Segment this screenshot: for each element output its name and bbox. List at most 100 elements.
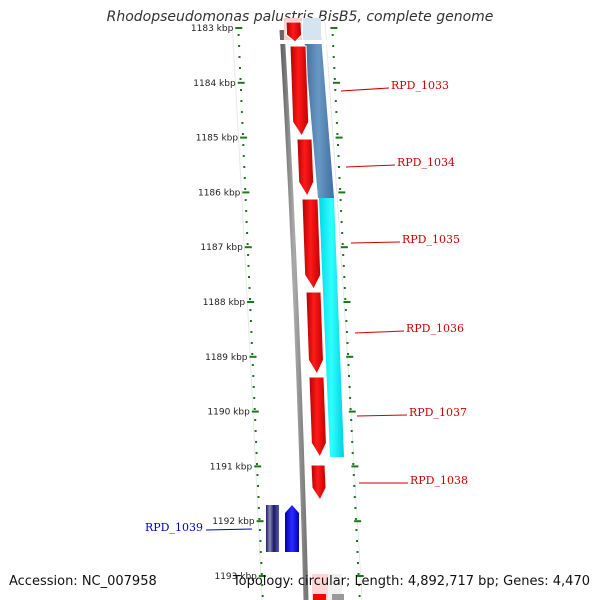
ruler-minor-dot-outer	[348, 375, 350, 377]
ruler-minor-dot	[238, 56, 241, 58]
ruler-minor-dot-outer	[332, 45, 335, 47]
ruler-minor-dot-outer	[345, 320, 348, 322]
ruler-major-tick-outer	[330, 27, 338, 29]
ruler-minor-dot	[252, 375, 255, 377]
ruler-minor-dot	[250, 331, 253, 333]
cds-forward-arrow[interactable]	[296, 138, 315, 198]
bottom-fade-block	[312, 574, 328, 600]
gene-label-leader	[354, 330, 405, 334]
ruler-tick-label: 1190 kbp	[207, 408, 250, 418]
ruler-minor-dot-outer	[341, 232, 344, 234]
ruler-major-tick-outer	[346, 355, 354, 358]
frame-arc-outer	[324, 21, 363, 600]
ruler-minor-dot	[259, 540, 262, 542]
ruler-minor-dot	[257, 485, 259, 487]
ruler-minor-dot-outer	[350, 419, 353, 421]
ruler-minor-dot-outer	[352, 474, 355, 476]
ruler-major-tick-outer	[340, 246, 348, 249]
ruler-major-tick	[244, 246, 252, 249]
gene-label-leader	[345, 164, 396, 168]
ruler-minor-dot-outer	[349, 408, 352, 410]
ruler-major-tick	[254, 465, 262, 468]
ruler-minor-dot-outer	[353, 485, 356, 487]
cds-forward-arrow[interactable]	[305, 291, 324, 376]
ruler-minor-dot-outer	[340, 210, 343, 212]
ruler-tick-label: 1186 kbp	[198, 188, 241, 198]
kbp-ruler: 1183 kbp 1184 kbp 1185 kbp 1186 kbp 1187 kbp…	[191, 24, 364, 597]
ruler-minor-dot-outer	[341, 243, 344, 245]
gene-label[interactable]: RPD_1034	[397, 156, 455, 169]
ruler-minor-dot-outer	[346, 342, 349, 344]
gene-label[interactable]: RPD_1033	[391, 79, 449, 92]
cds-forward-arrow[interactable]	[308, 376, 327, 459]
ruler-tick-label: 1185 kbp	[196, 134, 239, 144]
gene-label[interactable]: RPD_1038	[410, 474, 468, 487]
gene-label-leader	[350, 241, 401, 244]
ruler-minor-dot	[254, 430, 257, 432]
ruler-minor-dot-outer	[334, 89, 337, 91]
ruler-minor-dot-outer	[332, 56, 335, 58]
topology-text: Topology: circular; Length: 4,892,717 bp…	[232, 574, 590, 589]
ruler-minor-dot-outer	[356, 540, 358, 542]
ruler-tick-label: 1187 kbp	[200, 243, 243, 253]
ruler-minor-dot	[248, 276, 250, 278]
gene-label[interactable]: RPD_1039	[145, 521, 203, 534]
ruler-minor-dot-outer	[335, 122, 338, 124]
genome-backbone	[279, 29, 309, 600]
ruler-minor-dot	[253, 397, 256, 399]
ruler-minor-dot	[261, 584, 264, 586]
cds-features	[266, 21, 327, 552]
ruler-minor-dot	[249, 298, 251, 300]
ruler-major-tick	[237, 81, 245, 84]
top-fade-steel	[303, 18, 321, 40]
ruler-minor-dot	[239, 78, 242, 80]
ruler-minor-dot	[241, 122, 244, 124]
cds-forward-arrow[interactable]	[285, 21, 303, 43]
ruler-major-tick	[249, 355, 257, 358]
ruler-tick-label: 1188 kbp	[203, 298, 246, 308]
ruler-major-tick-outer	[356, 575, 364, 577]
gene-label-leader	[356, 414, 408, 417]
bottom-grey-stub	[332, 594, 344, 600]
ruler-minor-dot	[254, 419, 257, 421]
ruler-minor-dot-outer	[356, 551, 359, 553]
cds-reverse-arrow[interactable]	[285, 505, 299, 552]
cds-reverse-block[interactable]	[266, 505, 279, 552]
ruler-minor-dot	[255, 441, 258, 443]
ruler-minor-dot-outer	[351, 452, 354, 454]
cds-forward-arrow[interactable]	[289, 45, 310, 138]
ruler-major-tick	[247, 301, 255, 303]
ruler-minor-dot	[240, 100, 243, 102]
ruler-minor-dot-outer	[338, 166, 340, 168]
map-title: Rhodopseudomonas palustris BisB5, comple…	[106, 9, 494, 25]
cds-forward-arrow[interactable]	[310, 464, 327, 502]
ruler-minor-dot	[253, 408, 256, 410]
gene-label[interactable]: RPD_1036	[406, 322, 464, 335]
frame-arc-inner	[231, 21, 263, 600]
ruler-minor-dot-outer	[342, 265, 345, 267]
ruler-major-tick-outer	[343, 301, 351, 303]
ruler-major-tick-outer	[348, 410, 356, 413]
ruler-tick-label: 1193 kbp	[214, 572, 257, 582]
ruler-minor-dot-outer	[339, 188, 342, 190]
cds-forward-arrow[interactable]	[301, 198, 322, 291]
ruler-minor-dot	[240, 89, 242, 91]
gene-label[interactable]: RPD_1035	[402, 233, 460, 246]
gene-label[interactable]: RPD_1037	[409, 406, 467, 419]
ruler-minor-dot	[242, 155, 245, 157]
ruler-major-tick	[258, 575, 266, 577]
gene-label-leader	[205, 528, 253, 531]
ruler-major-tick	[240, 136, 248, 139]
gene-label-leader	[340, 87, 390, 92]
ruler-minor-dot	[237, 34, 240, 36]
ruler-minor-dot-outer	[349, 397, 352, 399]
ruler-minor-dot-outer	[340, 221, 343, 223]
ruler-minor-dot	[255, 452, 258, 454]
ruler-minor-dot-outer	[354, 507, 357, 509]
ruler-minor-dot-outer	[338, 177, 341, 179]
ruler-minor-dot	[243, 166, 246, 168]
ruler-minor-dot-outer	[337, 144, 339, 146]
ruler-minor-dot	[239, 67, 241, 69]
ruler-minor-dot	[251, 364, 254, 366]
